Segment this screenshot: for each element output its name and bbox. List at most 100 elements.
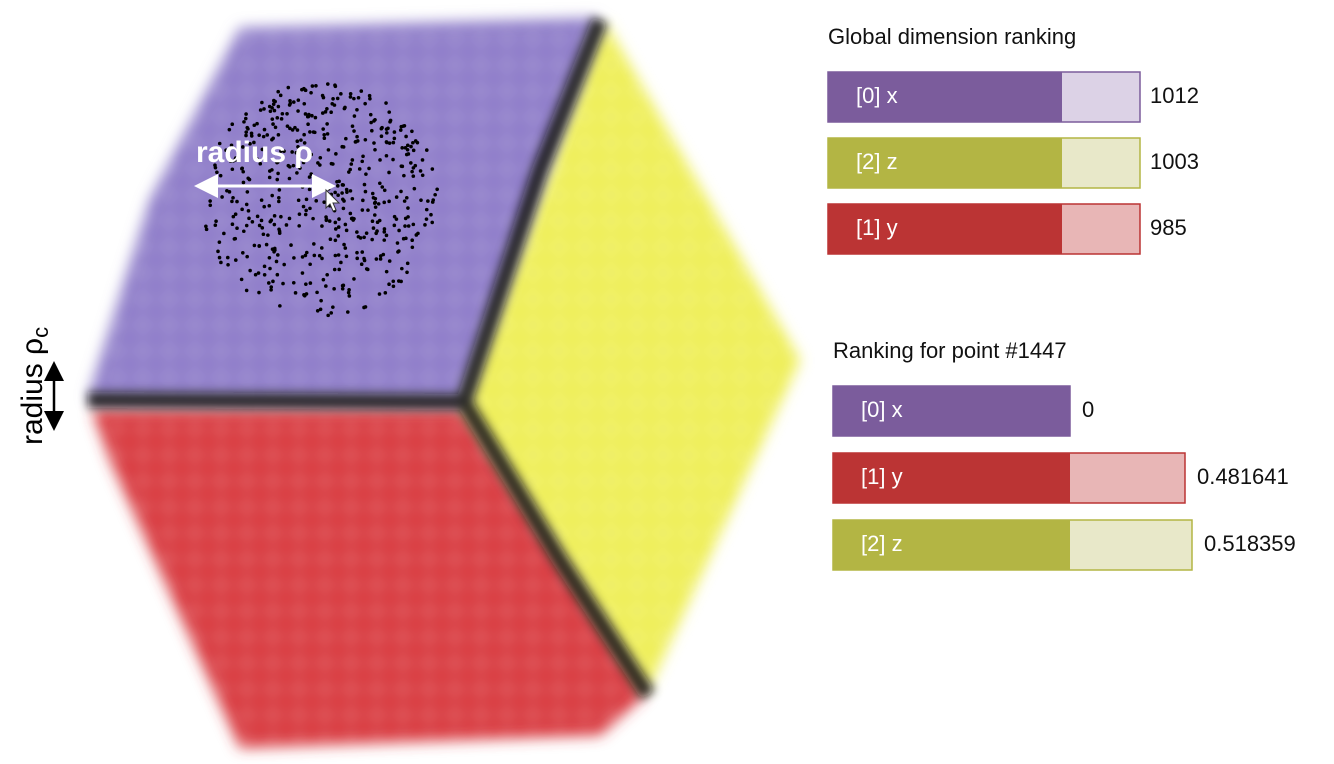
point (312, 242, 316, 246)
point (411, 174, 416, 178)
point (341, 283, 346, 288)
point (363, 189, 368, 194)
point (295, 171, 299, 175)
point (340, 191, 344, 195)
point (335, 184, 340, 188)
point (260, 226, 265, 230)
point (279, 214, 283, 219)
point (244, 288, 249, 293)
point (224, 148, 228, 153)
point (311, 216, 315, 221)
point (327, 219, 332, 223)
point (387, 170, 391, 175)
point (373, 147, 377, 152)
point (332, 287, 336, 291)
point (216, 249, 220, 254)
point (268, 266, 272, 271)
point (398, 128, 403, 132)
point (259, 218, 264, 223)
point (348, 189, 353, 193)
point (262, 264, 267, 269)
point (287, 216, 292, 221)
point (297, 212, 302, 216)
point (378, 257, 383, 261)
point (286, 85, 291, 90)
point (391, 279, 396, 284)
bar-value: 1003 (1150, 149, 1199, 174)
point (418, 169, 423, 173)
point (271, 122, 275, 126)
point (226, 156, 231, 161)
point (229, 159, 233, 164)
point (360, 159, 365, 164)
point (242, 120, 246, 124)
point (291, 163, 296, 168)
bar-label: [2] z (856, 149, 898, 174)
point (286, 163, 291, 168)
point (355, 134, 359, 139)
point (292, 256, 296, 260)
point (249, 131, 254, 136)
point (326, 313, 330, 318)
point (404, 134, 408, 139)
point (329, 311, 334, 315)
point (279, 149, 283, 153)
point (342, 106, 347, 111)
point (384, 233, 389, 238)
point (295, 128, 300, 132)
point (329, 110, 333, 115)
point (387, 110, 392, 114)
point (435, 187, 439, 192)
point (248, 142, 252, 146)
point (368, 112, 373, 117)
point (328, 237, 333, 242)
point (430, 200, 435, 204)
point (347, 294, 352, 298)
point (214, 219, 218, 224)
point (316, 161, 320, 165)
point (372, 141, 376, 145)
point (364, 267, 369, 271)
point (255, 157, 259, 161)
point (382, 230, 387, 234)
point (261, 134, 266, 139)
point (350, 124, 355, 129)
point (346, 310, 350, 314)
point (272, 214, 277, 218)
point (240, 207, 244, 212)
point (247, 216, 251, 221)
point (308, 130, 312, 134)
point (275, 177, 280, 182)
point (252, 140, 256, 145)
point (304, 282, 308, 286)
point (336, 225, 341, 229)
point (261, 232, 266, 237)
point (320, 246, 324, 250)
point (204, 227, 209, 232)
point (298, 166, 302, 170)
point (352, 114, 357, 118)
point (402, 199, 407, 203)
point (278, 304, 282, 308)
point (268, 219, 273, 224)
point (373, 117, 377, 122)
point (278, 93, 283, 98)
point (264, 242, 269, 247)
bar-fill (833, 453, 1070, 503)
point (284, 223, 289, 227)
radius-label: radius ρ (196, 136, 313, 169)
point (339, 92, 343, 96)
point (272, 98, 276, 103)
point (381, 252, 386, 257)
point (245, 125, 250, 130)
bar-label: [0] x (856, 83, 898, 108)
point (334, 152, 338, 156)
point (346, 290, 351, 295)
point (384, 269, 389, 274)
point (308, 206, 312, 211)
point (340, 286, 345, 291)
bar-fill (828, 204, 1062, 254)
point (231, 195, 235, 200)
point (326, 82, 330, 86)
